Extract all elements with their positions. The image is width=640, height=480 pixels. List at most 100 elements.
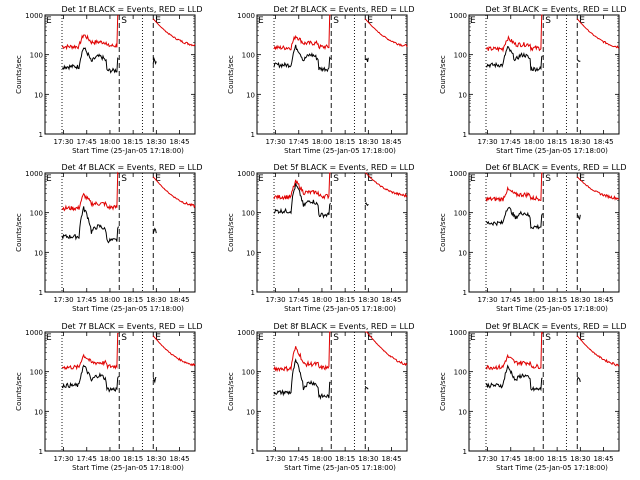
plot-frame (44, 14, 196, 135)
events-series-line-seg1 (485, 364, 543, 392)
y-axis-label: Counts/sec (15, 213, 23, 252)
y-tick-label: 1000 (237, 329, 255, 337)
time-marker-label: E (367, 16, 373, 26)
panel-title: Det 7f BLACK = Events, RED = LLD (61, 322, 202, 331)
x-tick-label: 17:45 (501, 455, 521, 463)
x-tick-label: 18:00 (100, 296, 120, 304)
y-tick-label: 1 (463, 448, 467, 456)
x-tick-label: 18:00 (524, 296, 544, 304)
y-tick-label: 1000 (449, 12, 467, 20)
panel-3: Det 3f BLACK = Events, RED = LLD 1 10 100 10… (439, 5, 627, 155)
lld-series-line-seg1 (61, 171, 119, 212)
y-axis-label: Counts/sec (439, 213, 447, 252)
plot-frame (468, 172, 620, 293)
lld-series-line-seg2 (152, 176, 196, 209)
x-tick-label: 18:15 (547, 296, 567, 304)
time-marker-label: S (333, 174, 339, 184)
start-marker-label: E (470, 16, 476, 26)
x-tick-label: 18:15 (123, 138, 143, 146)
lld-series-line-seg2 (576, 335, 620, 367)
x-tick-label: 18:00 (312, 455, 332, 463)
time-marker-label: S (121, 174, 127, 184)
x-tick-label: 17:45 (77, 455, 97, 463)
y-tick-label: 100 (454, 369, 467, 377)
events-series-line-seg2 (576, 376, 581, 383)
y-tick-label: 1 (39, 131, 43, 139)
lld-series-line-seg1 (485, 331, 543, 371)
y-tick-label: 10 (458, 408, 467, 416)
panel-5: Det 5f BLACK = Events, RED = LLD 1 10 100 10… (227, 163, 415, 313)
start-marker-label: E (470, 174, 476, 184)
lld-series-line-seg2 (152, 335, 196, 367)
y-tick-label: 100 (30, 369, 43, 377)
time-marker-label: S (545, 16, 551, 26)
x-axis-label: Start Time (25-Jan-05 17:18:00) (496, 305, 608, 313)
x-tick-label: 18:00 (100, 138, 120, 146)
plot-frame (468, 14, 620, 135)
plot-frame (44, 172, 196, 293)
x-tick-label: 17:30 (53, 138, 73, 146)
panel-title: Det 8f BLACK = Events, RED = LLD (273, 322, 414, 331)
events-series-line-seg1 (61, 47, 119, 74)
events-series-line-seg1 (273, 358, 331, 400)
y-tick-label: 10 (34, 91, 43, 99)
panel-title: Det 5f BLACK = Events, RED = LLD (273, 163, 414, 172)
x-axis-label: Start Time (25-Jan-05 17:18:00) (496, 147, 608, 155)
panel-8: Det 8f BLACK = Events, RED = LLD 1 10 100 10… (227, 322, 415, 472)
y-axis-label: Counts/sec (227, 372, 235, 411)
lld-series-line-seg1 (61, 14, 119, 51)
start-marker-label: E (258, 174, 264, 184)
events-series-line-seg1 (61, 206, 119, 244)
panel-6: Det 6f BLACK = Events, RED = LLD 1 10 100 10… (439, 163, 627, 313)
y-tick-label: 10 (34, 249, 43, 257)
x-tick-label: 17:45 (501, 138, 521, 146)
panel-title: Det 3f BLACK = Events, RED = LLD (485, 5, 626, 14)
x-tick-label: 17:30 (265, 296, 285, 304)
x-tick-label: 18:15 (547, 138, 567, 146)
y-tick-label: 1000 (237, 12, 255, 20)
events-series-line-seg2 (152, 227, 157, 234)
x-tick-label: 18:00 (100, 455, 120, 463)
x-axis-label: Start Time (25-Jan-05 17:18:00) (72, 464, 184, 472)
y-axis-label: Counts/sec (227, 55, 235, 94)
panel-1: Det 1f BLACK = Events, RED = LLD 1 10 100 10… (15, 5, 203, 155)
panel-title: Det 6f BLACK = Events, RED = LLD (485, 163, 626, 172)
lld-series-line-seg2 (152, 18, 196, 47)
y-tick-label: 1 (39, 448, 43, 456)
events-series-line-seg2 (364, 385, 369, 390)
y-axis-label: Counts/sec (15, 372, 23, 411)
events-series-line-seg2 (152, 377, 157, 384)
x-tick-label: 18:30 (146, 138, 166, 146)
x-tick-label: 17:45 (289, 455, 309, 463)
start-marker-label: E (258, 16, 264, 26)
y-tick-label: 10 (458, 249, 467, 257)
panel-title: Det 4f BLACK = Events, RED = LLD (61, 163, 202, 172)
plot-frame (256, 172, 408, 293)
time-marker-label: E (579, 333, 585, 343)
x-tick-label: 18:30 (146, 296, 166, 304)
events-series-line-seg2 (152, 56, 157, 66)
time-marker-label: S (333, 333, 339, 343)
x-tick-label: 18:15 (547, 455, 567, 463)
plot-frame (44, 331, 196, 452)
y-tick-label: 1 (39, 289, 43, 297)
x-tick-label: 17:45 (77, 296, 97, 304)
y-tick-label: 1000 (25, 12, 43, 20)
x-tick-label: 18:30 (146, 455, 166, 463)
x-tick-label: 18:45 (169, 138, 189, 146)
time-marker-label: S (545, 333, 551, 343)
time-marker-label: E (155, 333, 161, 343)
plot-frame (256, 14, 408, 135)
x-tick-label: 17:45 (77, 138, 97, 146)
time-marker-label: S (545, 174, 551, 184)
y-tick-label: 1000 (25, 329, 43, 337)
events-series-line-seg2 (365, 57, 369, 63)
x-tick-label: 17:45 (289, 296, 309, 304)
y-tick-label: 1 (251, 448, 255, 456)
lld-series-line-seg1 (273, 14, 331, 51)
x-tick-label: 17:30 (265, 138, 285, 146)
events-series-line-seg2 (576, 214, 581, 221)
x-axis-label: Start Time (25-Jan-05 17:18:00) (72, 305, 184, 313)
panel-title: Det 9f BLACK = Events, RED = LLD (485, 322, 626, 331)
x-tick-label: 18:15 (335, 138, 355, 146)
